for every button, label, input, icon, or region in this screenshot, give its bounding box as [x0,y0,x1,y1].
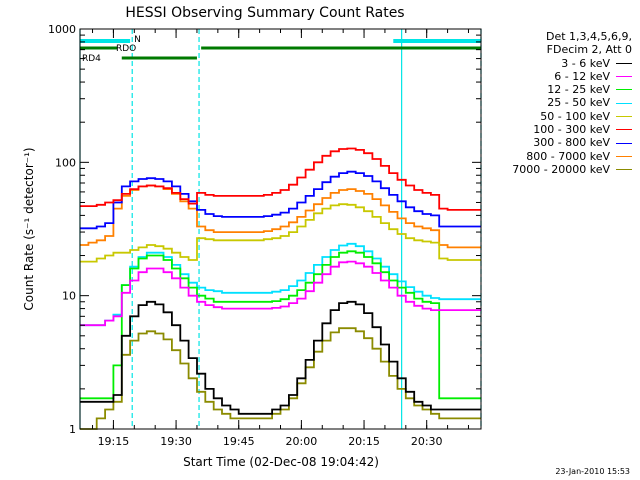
legend-entry: 6 - 12 keV [480,70,632,83]
y-tick-label: 10 [62,290,76,303]
legend-entry-swatch [616,129,632,131]
legend-entry-label: 7000 - 20000 keV [512,162,610,176]
series-line-6-12-kev [80,260,481,327]
legend: Det 1,3,4,5,6,9, FDecim 2, Att 0 3 - 6 k… [480,30,632,176]
legend-entry-label: 300 - 800 keV [533,136,610,150]
y-tick-label: 1000 [48,23,76,36]
chart-title: HESSI Observing Summary Count Rates [125,5,404,21]
y-axis-label: Count Rate (s⁻¹ detector⁻¹) [22,147,36,310]
legend-entry-label: 800 - 7000 keV [526,149,610,163]
legend-entry: 50 - 100 keV [480,110,632,123]
legend-entry-swatch [616,89,632,91]
legend-entry-label: 25 - 50 keV [547,96,610,110]
legend-entry-swatch [616,62,632,64]
rd4-flag-label: RD4 [82,54,101,64]
legend-entry-label: 12 - 25 keV [547,83,610,97]
legend-entry-swatch [616,76,632,78]
x-axis-label: Start Time (02-Dec-08 19:04:42) [183,455,379,469]
series-line-3-6-kev [80,300,481,415]
legend-header-1: Det 1,3,4,5,6,9, [545,30,632,43]
x-tick-label: 19:15 [98,435,130,448]
night-flag-label: N [134,35,141,45]
x-tick-label: 19:45 [223,435,255,448]
legend-entry-swatch [616,155,632,157]
y-tick-label: 1 [69,423,76,436]
x-tick-label: 20:00 [286,435,318,448]
legend-entry-label: 3 - 6 keV [561,56,610,70]
legend-entry-swatch [616,169,632,171]
datestamp: 23-Jan-2010 15:53 [555,467,630,476]
legend-entry: 12 - 25 keV [480,83,632,96]
legend-entry: 300 - 800 keV [480,136,632,149]
x-tick-label: 20:15 [348,435,380,448]
legend-entry-swatch [616,102,632,104]
legend-entry: 7000 - 20000 keV [480,163,632,176]
legend-entry-swatch [616,115,632,117]
legend-entry-label: 50 - 100 keV [540,109,610,123]
x-tick-label: 19:30 [160,435,192,448]
y-axis: 1 10 100 1000 [48,23,481,436]
legend-entry: 3 - 6 keV [480,57,632,70]
legend-header-2: FDecim 2, Att 0 [546,43,632,57]
legend-entry: 25 - 50 keV [480,96,632,109]
legend-entry-label: 100 - 300 keV [533,123,610,137]
x-tick-label: 20:30 [411,435,443,448]
legend-entry: 800 - 7000 keV [480,150,632,163]
series-layer [80,147,481,430]
x-axis: 19:15 19:30 19:45 20:00 20:15 20:30 [92,29,469,448]
series-line-100-300-kev [80,147,481,211]
legend-entry-label: 6 - 12 keV [554,69,610,83]
legend-entry-swatch [616,142,632,144]
series-line-12-25-kev [80,250,481,400]
y-tick-label: 100 [55,156,76,169]
series-line-50-100-kev [80,203,481,263]
series-line-25-50-kev [80,242,481,327]
series-line-7000-20000-kev [80,327,481,430]
rdo-flag-label: RDO [116,44,136,54]
legend-entry: 100 - 300 keV [480,123,632,136]
series-line-300-800-kev [80,170,481,230]
